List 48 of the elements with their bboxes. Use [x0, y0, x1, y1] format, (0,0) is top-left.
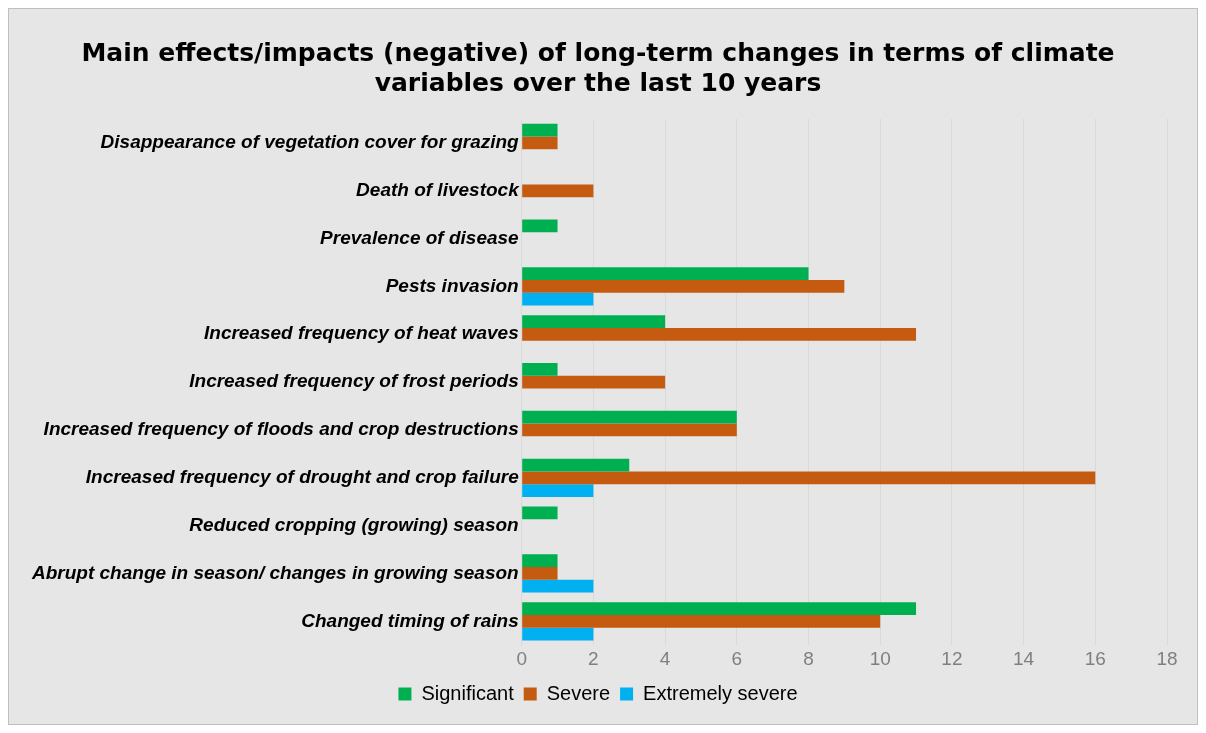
y-tick-label: Increased frequency of floods and crop destructions [43, 418, 519, 440]
x-tick-label: 6 [731, 647, 743, 669]
x-tick-label: 14 [1013, 647, 1035, 669]
bar [522, 471, 1096, 485]
bar [522, 614, 881, 628]
bar [522, 506, 558, 520]
bar [522, 410, 737, 424]
bar [522, 292, 594, 306]
bar [522, 484, 594, 497]
x-tick-label: 12 [941, 647, 963, 669]
x-tick-label: 16 [1084, 647, 1106, 669]
y-tick-label: Death of livestock [356, 178, 521, 200]
y-tick-label: Changed timing of rains [301, 609, 519, 631]
x-tick-label: 2 [588, 647, 599, 669]
bar [522, 267, 809, 281]
y-tick-label: Reduced cropping (growing) season [189, 513, 519, 535]
bar [522, 579, 594, 593]
y-tick-label: Abrupt change in season/ changes in growing season [31, 561, 519, 583]
bar [522, 315, 666, 328]
bar [522, 567, 558, 580]
y-tick-label: Disappearance of vegetation cover for grazing [100, 131, 520, 153]
x-tick-label: 4 [659, 647, 671, 669]
bar [522, 423, 737, 437]
bar [522, 627, 594, 641]
bar [522, 123, 558, 137]
bar [522, 327, 917, 341]
bar [522, 554, 558, 568]
legend-label: Extremely severe [643, 681, 798, 704]
bar [522, 184, 594, 198]
y-tick-label: Increased frequency of heat waves [204, 322, 519, 344]
y-tick-label: Prevalence of disease [320, 226, 520, 248]
bar [522, 458, 630, 472]
chart-title: Main effects/impacts (negative) of long-term changes in terms of climate variables over the last 10 years [81, 37, 1115, 97]
bar [522, 362, 558, 376]
y-tick-label: Pests invasion [385, 274, 519, 296]
x-tick-label: 18 [1156, 647, 1178, 669]
bar [522, 375, 666, 389]
legend-label: Severe [546, 681, 611, 704]
bar [522, 280, 845, 293]
y-tick-label: Increased frequency of drought and crop failure [85, 466, 520, 488]
x-tick-label: 10 [869, 647, 891, 669]
x-tick-label: 0 [516, 647, 527, 669]
y-tick-label: Increased frequency of frost periods [189, 370, 519, 392]
x-tick-label: 8 [803, 647, 814, 669]
bar [522, 136, 558, 150]
legend-label: Significant [421, 681, 515, 704]
bar [522, 219, 558, 233]
bar [522, 602, 917, 615]
